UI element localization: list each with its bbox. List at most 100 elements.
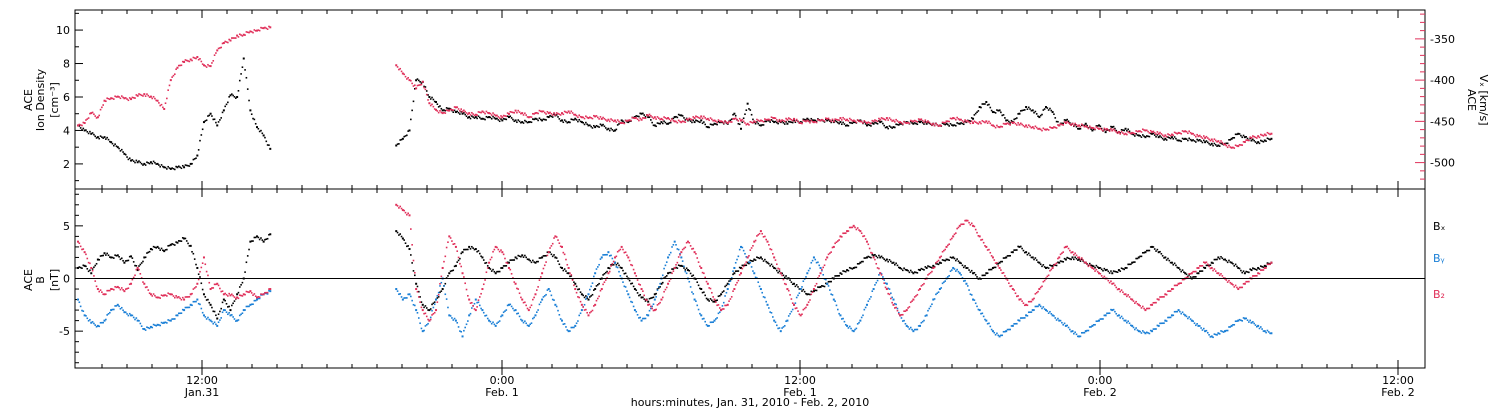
data-point: [524, 119, 526, 122]
data-point: [921, 119, 924, 122]
data-point: [868, 124, 871, 127]
data-point: [215, 52, 217, 54]
data-point: [103, 319, 106, 322]
data-point: [1022, 109, 1025, 112]
data-point: [822, 273, 825, 276]
data-point: [1134, 302, 1136, 304]
data-point: [1006, 328, 1009, 331]
data-point: [476, 250, 478, 253]
data-point: [1252, 267, 1254, 269]
data-point: [701, 271, 704, 274]
data-point: [927, 265, 929, 267]
data-point: [266, 293, 269, 295]
data-point: [1250, 136, 1253, 139]
data-point: [180, 240, 183, 242]
data-point: [1221, 257, 1224, 260]
data-point: [562, 251, 565, 254]
data-point: [406, 134, 408, 137]
data-point: [534, 314, 537, 317]
x-tick-date: Feb. 1: [485, 386, 518, 399]
data-point: [1098, 266, 1101, 269]
data-point: [611, 262, 614, 265]
data-point: [513, 259, 516, 261]
data-point: [506, 112, 509, 114]
data-point: [871, 122, 874, 124]
top-right-axis: -350-400-450-500: [1415, 13, 1455, 180]
data-point: [488, 116, 491, 119]
data-point: [636, 314, 639, 316]
data-point: [258, 130, 261, 133]
data-point: [535, 311, 538, 313]
data-point: [1209, 144, 1212, 146]
data-point: [144, 95, 147, 97]
data-point: [234, 97, 237, 99]
data-point: [901, 313, 904, 316]
data-point: [953, 233, 956, 236]
data-point: [774, 259, 777, 261]
data-point: [761, 124, 764, 126]
data-point: [587, 293, 590, 296]
data-point: [1035, 291, 1038, 294]
data-point: [943, 281, 945, 284]
data-point: [103, 293, 106, 296]
data-point: [1183, 278, 1185, 281]
data-point: [1063, 119, 1066, 121]
data-point: [638, 119, 640, 122]
data-point: [101, 291, 103, 293]
data-point: [530, 116, 533, 118]
data-point: [709, 123, 712, 126]
data-point: [838, 312, 840, 315]
data-point: [692, 247, 695, 250]
data-point: [1144, 136, 1147, 139]
data-point: [451, 317, 453, 319]
data-point: [468, 112, 471, 115]
data-point: [1202, 261, 1205, 264]
data-point: [1234, 284, 1237, 287]
data-point: [646, 314, 648, 316]
data-point: [941, 250, 944, 253]
data-point: [490, 117, 493, 120]
data-point: [238, 286, 241, 288]
data-point: [1160, 133, 1163, 135]
data-point: [1226, 329, 1229, 332]
data-point: [1005, 122, 1008, 125]
data-point: [424, 312, 427, 315]
data-point: [202, 314, 205, 317]
data-point: [794, 285, 797, 288]
data-point: [1025, 251, 1028, 254]
data-point: [874, 119, 876, 121]
data-point: [488, 319, 491, 322]
data-point: [1161, 134, 1164, 137]
data-point: [139, 263, 142, 266]
data-point: [764, 258, 766, 261]
data-point: [575, 322, 578, 325]
data-point: [485, 314, 488, 317]
data-point: [827, 285, 830, 287]
data-point: [105, 138, 107, 140]
data-point: [835, 118, 838, 121]
data-point: [834, 242, 836, 245]
data-point: [183, 237, 186, 240]
data-point: [1044, 106, 1047, 109]
data-point: [1202, 266, 1205, 269]
data-point: [1137, 303, 1140, 306]
data-point: [684, 246, 687, 249]
data-point: [545, 113, 547, 115]
data-point: [810, 119, 813, 122]
data-point: [882, 276, 884, 278]
data-point: [173, 73, 176, 75]
data-point: [683, 267, 685, 269]
data-point: [620, 266, 623, 269]
data-point: [201, 128, 204, 131]
data-point: [219, 119, 221, 121]
data-point: [754, 259, 757, 261]
data-point: [1185, 276, 1188, 279]
data-point: [1046, 275, 1049, 278]
data-point: [737, 122, 740, 125]
data-point: [1042, 109, 1045, 111]
data-point: [1037, 305, 1039, 308]
data-point: [593, 124, 595, 127]
data-point: [164, 321, 167, 324]
data-point: [1208, 264, 1210, 267]
data-point: [776, 324, 778, 327]
